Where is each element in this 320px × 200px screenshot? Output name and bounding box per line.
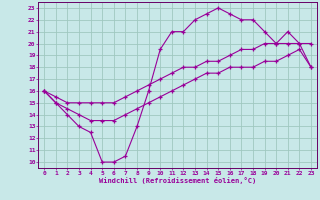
X-axis label: Windchill (Refroidissement éolien,°C): Windchill (Refroidissement éolien,°C) (99, 177, 256, 184)
